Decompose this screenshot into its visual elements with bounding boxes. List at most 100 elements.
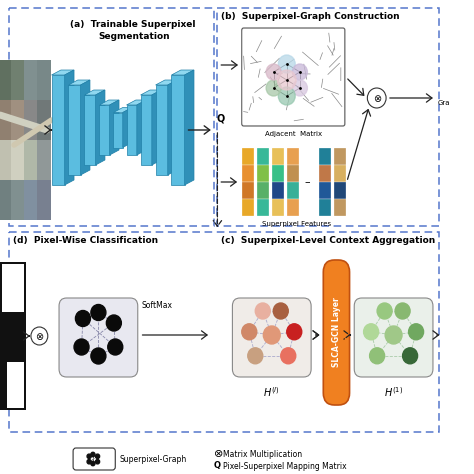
FancyBboxPatch shape — [257, 182, 269, 199]
Polygon shape — [68, 85, 81, 175]
FancyBboxPatch shape — [334, 199, 346, 216]
FancyBboxPatch shape — [257, 199, 269, 216]
Circle shape — [287, 324, 302, 340]
Text: –: – — [305, 177, 310, 187]
Text: (a)  Trainable Superpixel: (a) Trainable Superpixel — [70, 20, 196, 29]
Circle shape — [367, 88, 386, 108]
FancyBboxPatch shape — [242, 199, 254, 216]
Text: (b)  Superpixel-Graph Construction: (b) Superpixel-Graph Construction — [221, 12, 400, 21]
Polygon shape — [2, 264, 24, 312]
FancyBboxPatch shape — [59, 298, 138, 377]
Polygon shape — [64, 70, 74, 185]
FancyBboxPatch shape — [319, 182, 331, 199]
Polygon shape — [137, 100, 146, 155]
FancyBboxPatch shape — [354, 298, 433, 377]
Circle shape — [395, 303, 410, 319]
Polygon shape — [113, 112, 123, 147]
Circle shape — [31, 327, 48, 345]
FancyBboxPatch shape — [11, 180, 24, 220]
FancyBboxPatch shape — [24, 60, 37, 100]
FancyBboxPatch shape — [0, 60, 11, 100]
Text: Gra: Gra — [438, 100, 450, 106]
FancyBboxPatch shape — [0, 180, 11, 220]
FancyBboxPatch shape — [24, 140, 37, 180]
Polygon shape — [127, 105, 137, 155]
Polygon shape — [141, 90, 161, 95]
Polygon shape — [109, 100, 119, 155]
Circle shape — [91, 452, 95, 457]
Polygon shape — [155, 80, 177, 85]
Circle shape — [273, 303, 288, 319]
Circle shape — [409, 324, 424, 340]
FancyBboxPatch shape — [11, 140, 24, 180]
Polygon shape — [123, 108, 132, 147]
Polygon shape — [52, 75, 64, 185]
Polygon shape — [155, 85, 168, 175]
Text: Pixel-Superpixel Mapping Matrix: Pixel-Superpixel Mapping Matrix — [223, 462, 346, 471]
Text: ⊗: ⊗ — [214, 449, 223, 459]
FancyBboxPatch shape — [232, 298, 311, 377]
FancyBboxPatch shape — [334, 148, 346, 165]
Polygon shape — [168, 80, 177, 175]
Polygon shape — [0, 262, 26, 410]
FancyBboxPatch shape — [272, 199, 284, 216]
FancyBboxPatch shape — [257, 148, 269, 165]
Text: Q: Q — [214, 461, 221, 470]
FancyBboxPatch shape — [242, 28, 345, 126]
Polygon shape — [113, 108, 132, 112]
Circle shape — [264, 326, 280, 344]
FancyBboxPatch shape — [272, 148, 284, 165]
FancyBboxPatch shape — [272, 182, 284, 199]
FancyBboxPatch shape — [242, 182, 254, 199]
Circle shape — [377, 303, 392, 319]
Circle shape — [266, 80, 281, 96]
FancyBboxPatch shape — [0, 100, 11, 140]
Circle shape — [266, 64, 281, 80]
Polygon shape — [172, 75, 184, 185]
Circle shape — [364, 324, 379, 340]
FancyBboxPatch shape — [287, 199, 299, 216]
FancyBboxPatch shape — [319, 199, 331, 216]
Circle shape — [95, 454, 100, 458]
Text: (d)  Pixel-Wise Classification: (d) Pixel-Wise Classification — [13, 236, 158, 245]
Circle shape — [278, 87, 295, 105]
Circle shape — [370, 348, 384, 364]
Text: $H^{(1)}$: $H^{(1)}$ — [384, 385, 403, 399]
Circle shape — [91, 304, 106, 320]
Circle shape — [255, 303, 270, 319]
Circle shape — [292, 64, 307, 80]
Text: Adjacent  Matrix: Adjacent Matrix — [265, 131, 322, 137]
FancyBboxPatch shape — [0, 140, 11, 180]
Circle shape — [242, 324, 257, 340]
Text: Q: Q — [217, 113, 225, 123]
Text: Matrix Multiplication: Matrix Multiplication — [223, 450, 302, 459]
Text: $H^{(l)}$: $H^{(l)}$ — [264, 385, 280, 399]
Polygon shape — [84, 95, 96, 165]
FancyBboxPatch shape — [334, 165, 346, 182]
FancyBboxPatch shape — [319, 148, 331, 165]
Circle shape — [108, 339, 123, 355]
Circle shape — [402, 348, 418, 364]
FancyBboxPatch shape — [11, 100, 24, 140]
Circle shape — [248, 348, 263, 364]
FancyBboxPatch shape — [319, 165, 331, 182]
Polygon shape — [84, 90, 105, 95]
Circle shape — [91, 461, 95, 465]
FancyBboxPatch shape — [257, 165, 269, 182]
FancyBboxPatch shape — [37, 60, 51, 100]
Polygon shape — [172, 70, 194, 75]
FancyBboxPatch shape — [11, 60, 24, 100]
Circle shape — [91, 348, 106, 364]
FancyBboxPatch shape — [243, 29, 344, 125]
Polygon shape — [100, 105, 109, 155]
Circle shape — [278, 55, 295, 73]
Polygon shape — [81, 80, 90, 175]
Polygon shape — [100, 100, 119, 105]
Circle shape — [75, 310, 91, 327]
Polygon shape — [68, 80, 90, 85]
FancyBboxPatch shape — [37, 100, 51, 140]
FancyBboxPatch shape — [37, 180, 51, 220]
Text: SLCA-GCN Layer: SLCA-GCN Layer — [332, 298, 341, 367]
Circle shape — [281, 348, 296, 364]
Polygon shape — [96, 90, 105, 165]
